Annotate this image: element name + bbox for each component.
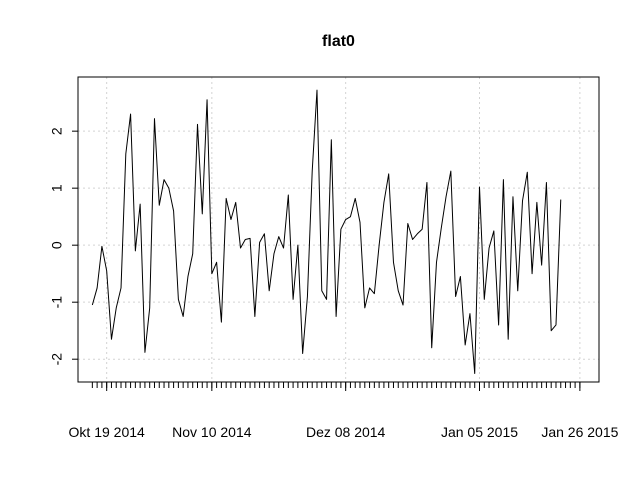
chart-title: flat0 (322, 33, 355, 50)
x-tick-label: Jan 05 2015 (441, 424, 518, 440)
series-group (91, 89, 562, 374)
x-tick-label: Okt 19 2014 (69, 424, 145, 440)
grid (78, 77, 599, 382)
series-line (91, 89, 562, 374)
plot-frame (77, 76, 600, 383)
y-tick-label: -1 (49, 296, 65, 309)
x-tick-label: Dez 08 2014 (306, 424, 386, 440)
y-tick-label: 1 (49, 184, 65, 192)
y-tick-label: -2 (49, 353, 65, 366)
x-tick-label: Jan 26 2015 (541, 424, 618, 440)
x-tick-label: Nov 10 2014 (172, 424, 252, 440)
axes: -2 -1 0 1 2 Okt 19 2014 Nov 10 2014 Dez 08 2014… (49, 76, 619, 440)
y-tick-label: 2 (49, 127, 65, 135)
y-tick-label: 0 (49, 241, 65, 249)
